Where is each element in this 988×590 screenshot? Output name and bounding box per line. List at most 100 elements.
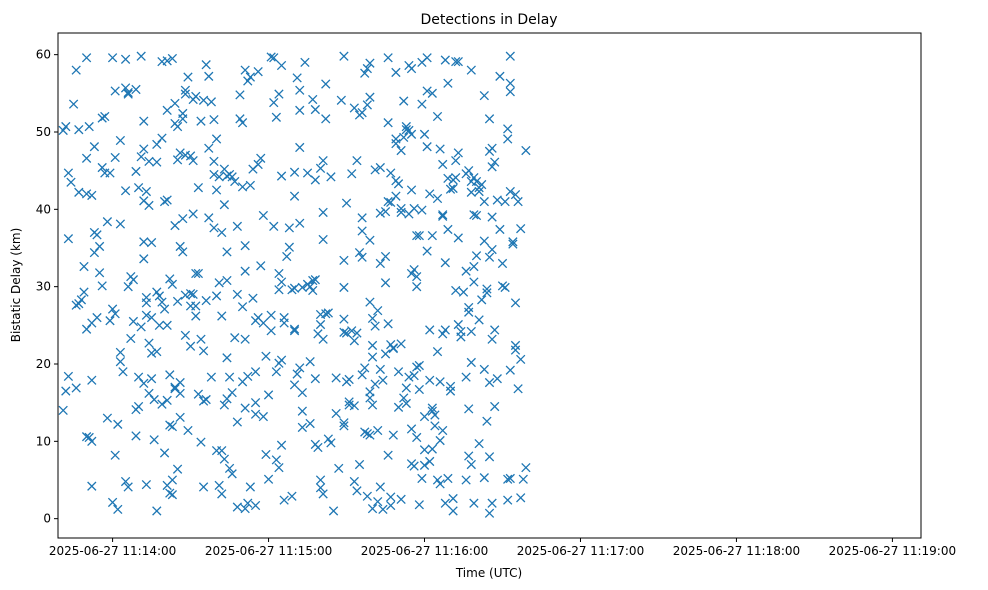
data-point (113, 504, 123, 515)
data-point (232, 289, 243, 300)
data-point (308, 94, 318, 105)
data-point (401, 383, 411, 393)
data-point (139, 378, 149, 388)
data-point (276, 171, 287, 181)
data-point (284, 242, 295, 252)
data-point (453, 56, 463, 67)
data-point (334, 463, 344, 474)
data-point (367, 313, 378, 324)
data-point (245, 482, 256, 492)
data-point (414, 500, 424, 510)
data-point (297, 387, 308, 398)
data-point (396, 207, 406, 218)
data-point (516, 223, 526, 234)
data-point (237, 302, 248, 312)
data-point (414, 384, 424, 395)
data-point (349, 401, 359, 411)
data-point (391, 191, 401, 201)
y-tick-label: 0 (43, 512, 51, 526)
data-point (274, 268, 284, 279)
data-point (375, 482, 385, 492)
data-point (100, 111, 110, 122)
data-point (209, 169, 219, 180)
data-point (484, 508, 495, 518)
data-point (422, 86, 432, 96)
data-point (448, 506, 458, 516)
data-point (458, 287, 469, 297)
data-point (443, 173, 453, 184)
data-point (417, 205, 427, 215)
data-point (341, 328, 352, 338)
data-point (422, 246, 432, 256)
data-point (292, 369, 302, 379)
data-point (466, 459, 476, 470)
data-point (289, 380, 300, 390)
data-point (484, 252, 495, 262)
data-point (331, 373, 341, 383)
data-point (250, 409, 261, 419)
data-point (105, 316, 115, 326)
data-point (328, 506, 339, 516)
data-point (362, 63, 372, 74)
data-point (380, 251, 391, 262)
data-point (341, 198, 352, 208)
data-point (279, 495, 289, 505)
data-point (425, 189, 435, 199)
data-point (380, 278, 391, 288)
data-point (300, 57, 310, 68)
data-point (217, 227, 227, 238)
data-point (250, 367, 261, 377)
data-point (383, 53, 393, 63)
data-point (133, 183, 144, 193)
data-point (107, 497, 118, 508)
data-point (276, 277, 287, 287)
data-points (58, 51, 531, 518)
data-point (271, 455, 282, 465)
data-point (414, 360, 424, 371)
data-point (508, 237, 518, 247)
data-point (438, 211, 448, 221)
data-point (492, 374, 502, 384)
data-point (349, 103, 359, 113)
data-point (464, 302, 474, 313)
data-point (362, 428, 372, 439)
data-point (492, 195, 502, 205)
data-point (209, 223, 219, 233)
data-point (487, 143, 497, 153)
data-point (81, 324, 92, 334)
data-point (367, 352, 378, 362)
data-point (230, 176, 240, 187)
data-point (344, 374, 354, 385)
data-point (81, 189, 92, 199)
data-point (120, 83, 131, 93)
data-point (510, 345, 521, 355)
data-point (136, 51, 146, 61)
data-point (165, 274, 175, 284)
data-point (310, 275, 320, 285)
data-point (162, 195, 172, 205)
data-point (339, 314, 349, 324)
data-point (227, 387, 237, 398)
data-point (172, 296, 183, 307)
data-point (490, 325, 500, 335)
data-point (152, 506, 162, 516)
data-point (513, 196, 523, 207)
data-point (146, 374, 157, 384)
y-tick-label: 60 (36, 48, 51, 62)
data-point (412, 432, 422, 443)
x-tick-label: 2025-06-27 11:14:00 (49, 544, 176, 558)
data-point (308, 285, 318, 296)
data-point (362, 100, 372, 110)
data-point (141, 479, 152, 490)
data-point (201, 295, 211, 306)
data-point (141, 186, 152, 197)
data-point (427, 88, 437, 98)
data-point (297, 422, 308, 433)
data-point (505, 473, 515, 484)
data-point (287, 491, 297, 501)
data-point (120, 54, 131, 64)
data-point (344, 397, 354, 407)
data-point (131, 84, 141, 95)
data-point (271, 367, 282, 377)
data-point (222, 275, 232, 286)
